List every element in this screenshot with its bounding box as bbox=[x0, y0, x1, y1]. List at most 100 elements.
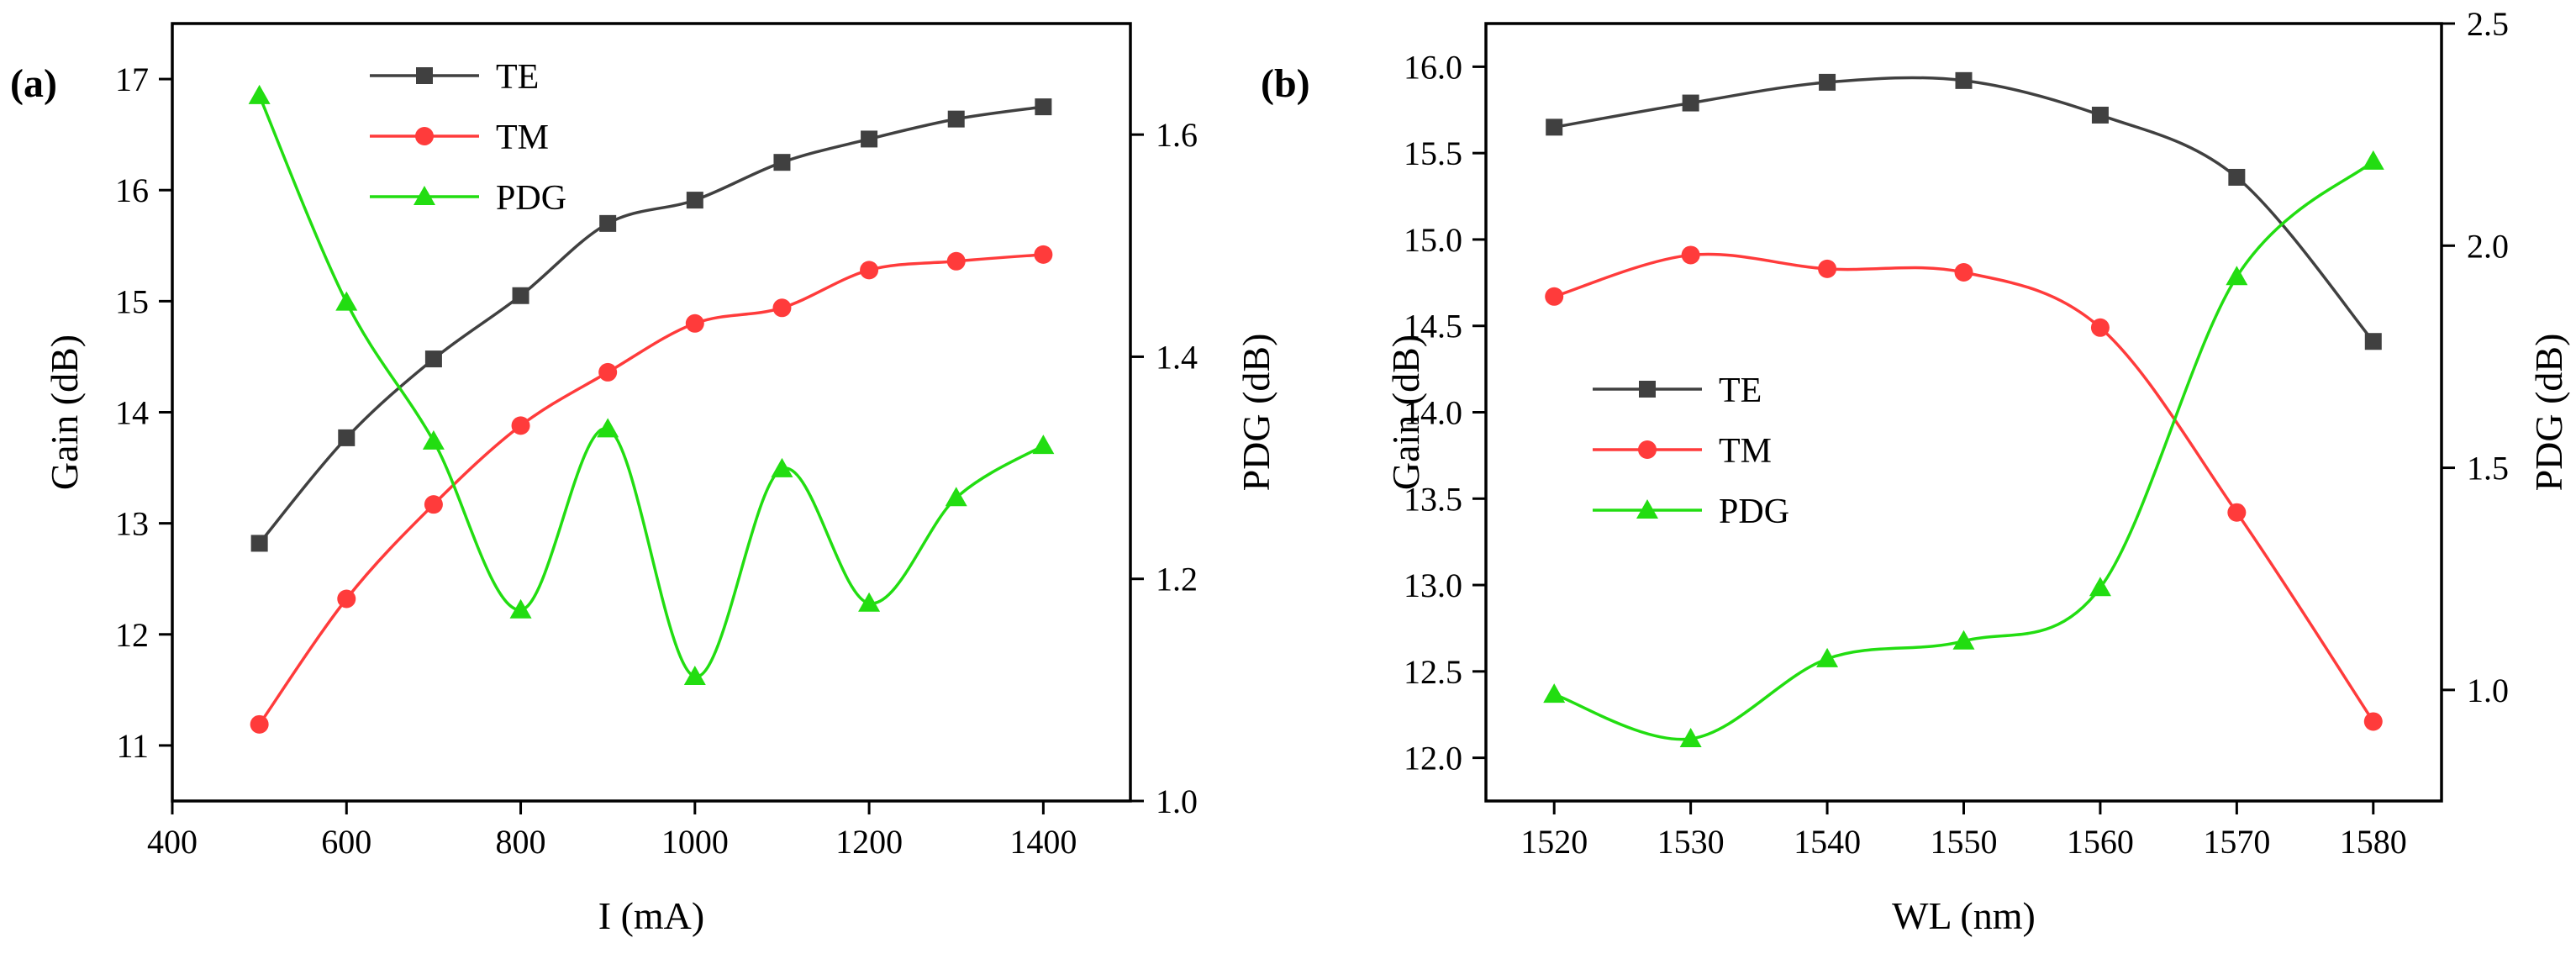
panel-a-series-te-point bbox=[424, 350, 442, 368]
panel-a-series-tm-point bbox=[511, 416, 530, 435]
panel-b-x-tick-label: 1550 bbox=[1931, 823, 1998, 861]
panel-a-series-tm-point bbox=[772, 298, 792, 318]
panel-a-y-tick-label: 11 bbox=[116, 727, 149, 765]
panel-b-y-tick-label: 12.5 bbox=[1404, 653, 1462, 691]
panel-b-series-te-point bbox=[2364, 333, 2382, 350]
panel-a-series-te-point bbox=[512, 287, 529, 304]
panel-b-x-tick-label: 1570 bbox=[2203, 823, 2270, 861]
panel-a-x-tick-label: 800 bbox=[496, 823, 546, 861]
panel-a-y2-tick-label: 1.6 bbox=[1156, 116, 1198, 154]
panel-a-series-pdg-point bbox=[945, 487, 967, 507]
panel-b-legend-pdg-marker bbox=[1636, 499, 1658, 519]
panel-b-x-tick-label: 1540 bbox=[1794, 823, 1861, 861]
panel-b-series-pdg-point bbox=[1679, 728, 1702, 747]
panel-a-legend-tm-marker bbox=[415, 127, 434, 145]
panel-a-series-tm-point bbox=[1034, 245, 1053, 264]
panel-b-y2-tick-label: 2.5 bbox=[2467, 5, 2509, 43]
panel-a-series-te-point bbox=[861, 130, 878, 148]
panel-a-series-tm-line bbox=[258, 253, 1044, 725]
panel-b-series-te-point bbox=[1546, 119, 1563, 136]
panel-b-series-pdg-point bbox=[2089, 577, 2111, 597]
panel-b-series-pdg-point bbox=[2226, 266, 2248, 286]
panel-b-legend-pdg-label: PDG bbox=[1719, 493, 1789, 531]
panel-b-y2-tick-label: 1.0 bbox=[2467, 672, 2509, 709]
panel-a-series-te-point bbox=[686, 192, 703, 209]
panel-b-x-tick-label: 1560 bbox=[2067, 823, 2134, 861]
panel-b-series-tm-point bbox=[2227, 503, 2247, 522]
panel-a-series-tm-point bbox=[250, 714, 269, 734]
panel-b-plot-frame bbox=[1484, 22, 2443, 803]
panel-b-series-tm-point bbox=[2363, 712, 2383, 731]
panel-b-panel-label: (b) bbox=[1261, 61, 1310, 106]
panel-a-x-axis-title: I (mA) bbox=[598, 894, 704, 937]
panel-b-y-tick-label: 16.0 bbox=[1404, 48, 1462, 86]
panel-a-legend-tm-label: TM bbox=[496, 119, 549, 157]
panel-a-chart: 400 600 800 1000 1200 1400 11 12 13 14 15 16 17 1.0 1.… bbox=[10, 22, 1277, 937]
panel-a-y-tick-label: 13 bbox=[115, 505, 149, 543]
panel-a-series-pdg-point bbox=[248, 84, 271, 104]
panel-a-series-te-point bbox=[1035, 98, 1052, 116]
panel-a-legend-pdg-label: PDG bbox=[496, 179, 566, 218]
panel-a-y-tick-label: 14 bbox=[115, 394, 149, 432]
panel-b-y-tick-label: 15.5 bbox=[1404, 134, 1462, 172]
panel-a-series-pdg-point bbox=[597, 418, 619, 438]
panel-a-legend-te-label: TE bbox=[496, 58, 539, 97]
panel-a-legend-pdg-marker bbox=[414, 186, 435, 205]
panel-a-series-pdg-point bbox=[683, 666, 706, 685]
panel-a-series-te-point bbox=[947, 110, 965, 128]
panel-a-panel-label: (a) bbox=[10, 61, 57, 106]
panel-a-x-tick-label: 400 bbox=[147, 823, 198, 861]
panel-a-y-axis-title: Gain (dB) bbox=[43, 335, 86, 490]
panel-b-y2-tick-label: 1.5 bbox=[2467, 450, 2509, 487]
panel-b-series-te-point bbox=[1819, 73, 1836, 91]
panel-b-series-te-point bbox=[2091, 106, 2109, 124]
panel-b-legend-te-label: TE bbox=[1719, 371, 1762, 410]
panel-a-y2-axis-title: PDG (dB) bbox=[1235, 334, 1277, 492]
panel-b-series-tm-point bbox=[1954, 263, 1973, 282]
panel-b-y-tick-label: 13.5 bbox=[1404, 480, 1462, 518]
panel-a-series-tm-point bbox=[337, 589, 356, 609]
panel-a-y2-tick-label: 1.0 bbox=[1156, 782, 1198, 820]
panel-b-legend-tm-marker bbox=[1638, 440, 1657, 459]
panel-b-legend-tm-label: TM bbox=[1719, 432, 1772, 471]
panel-a-series-te-point bbox=[599, 214, 617, 232]
panel-a-series-tm-point bbox=[685, 314, 704, 333]
panel-a-series-te-point bbox=[773, 154, 791, 171]
panel-b-series-pdg-point bbox=[1543, 683, 1566, 703]
panel-b-series-pdg-point bbox=[2362, 150, 2384, 170]
panel-b-chart: 1520 1530 1540 1550 1560 1570 1580 12.0 12.5 13.0… bbox=[1261, 5, 2570, 937]
panel-a-y-tick-label: 16 bbox=[115, 171, 149, 209]
panel-a-series-tm-point bbox=[946, 251, 966, 271]
panel-a-series-pdg-point bbox=[1032, 435, 1055, 455]
panel-a-series-te-line bbox=[258, 105, 1044, 545]
panel-b-series-te-point bbox=[1955, 71, 1973, 89]
panel-b-y-tick-label: 12.0 bbox=[1404, 740, 1462, 777]
panel-a-series-pdg-line bbox=[258, 95, 1045, 678]
panel-a-series-pdg-point bbox=[422, 429, 445, 450]
panel-a-x-tick-label: 1400 bbox=[1009, 823, 1077, 861]
panel-b-y-tick-label: 14.0 bbox=[1404, 394, 1462, 432]
panel-b-series-pdg-point bbox=[1952, 630, 1975, 650]
panel-a-series-tm-point bbox=[598, 362, 618, 382]
panel-a-series-pdg-point bbox=[771, 457, 793, 477]
panel-b-series-tm-point bbox=[2090, 318, 2110, 337]
panel-a-x-tick-label: 1000 bbox=[661, 823, 729, 861]
panel-b-x-axis-title: WL (nm) bbox=[1892, 894, 2036, 937]
panel-a-series-tm-point bbox=[860, 261, 879, 280]
panel-a-series-pdg-point bbox=[858, 592, 881, 612]
panel-b-series-te-line bbox=[1553, 76, 2375, 343]
panel-a-legend-te-marker bbox=[416, 67, 433, 84]
panel-b-series-pdg-point bbox=[1816, 647, 1839, 667]
panel-b-y-tick-label: 15.0 bbox=[1404, 221, 1462, 259]
panel-a-y-tick-label: 15 bbox=[115, 282, 149, 320]
panel-b-legend-te-marker bbox=[1639, 381, 1656, 398]
panel-a-y2-tick-label: 1.2 bbox=[1156, 561, 1198, 598]
panel-b-x-tick-label: 1580 bbox=[2340, 823, 2407, 861]
panel-a-x-tick-label: 600 bbox=[321, 823, 371, 861]
panel-b-y-axis-title: Gain (dB) bbox=[1384, 335, 1427, 490]
panel-b-series-tm-point bbox=[1818, 259, 1837, 278]
panel-a-y-tick-label: 12 bbox=[115, 616, 149, 654]
panel-a-series-pdg-point bbox=[509, 598, 532, 619]
panel-a-x-tick-label: 1200 bbox=[835, 823, 903, 861]
